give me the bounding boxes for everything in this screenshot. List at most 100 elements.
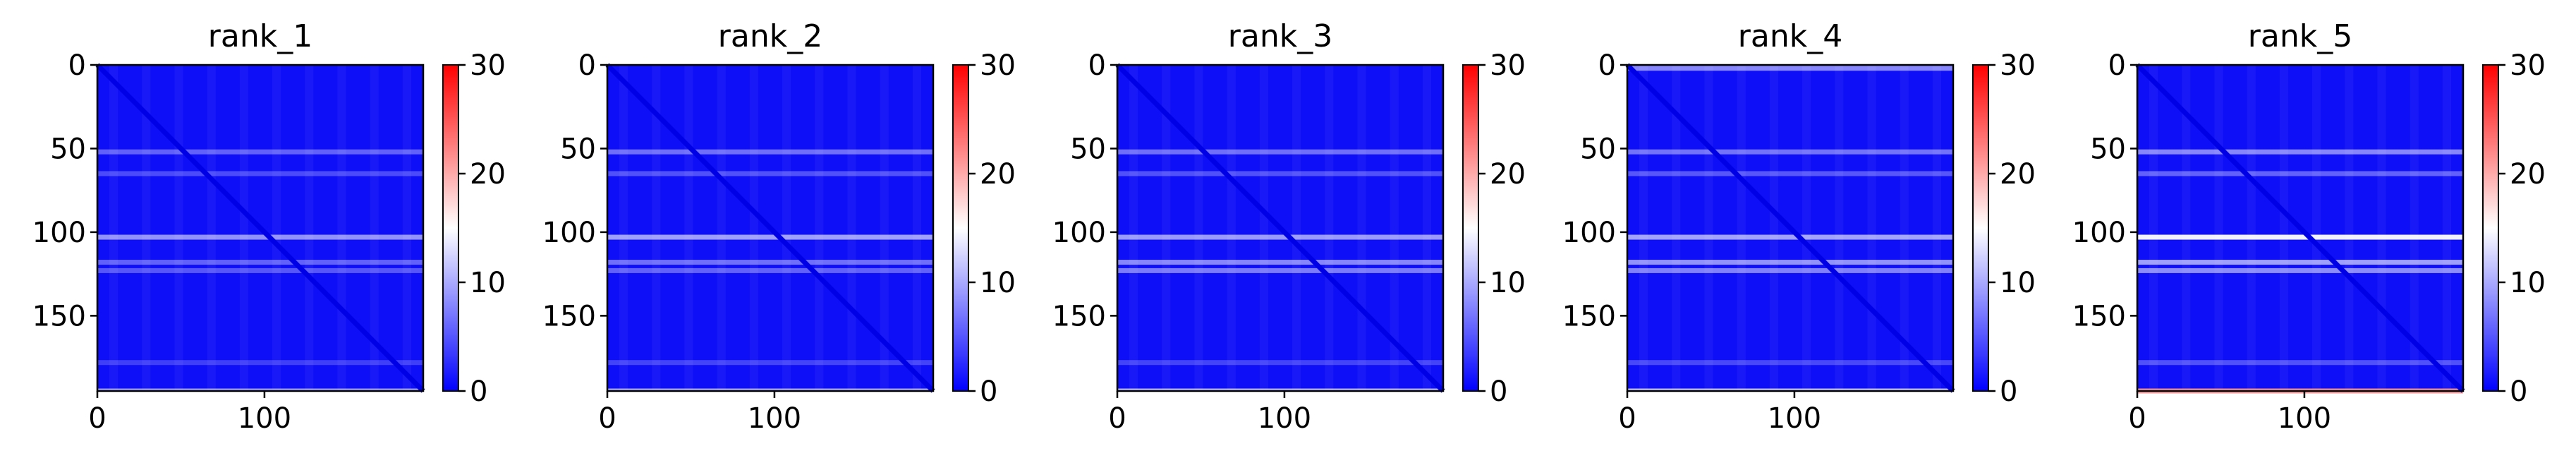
- heatmap-bright-row: [1627, 149, 1953, 155]
- heatmap-texture-column: [1357, 65, 1366, 391]
- heatmap-texture-column: [2214, 65, 2223, 391]
- heatmap-texture-column: [749, 65, 758, 391]
- x-tick-label: 0: [88, 402, 106, 435]
- heatmap-texture-column: [1672, 65, 1681, 391]
- heatmap-bright-row: [1627, 234, 1953, 240]
- colorbar-tick-label: 30: [980, 49, 1016, 82]
- y-tick-label: 100: [542, 217, 596, 249]
- heatmap-texture-column: [1835, 65, 1844, 391]
- heatmap-frame: [2136, 64, 2465, 392]
- colorbar-tick-label: 30: [2510, 49, 2546, 82]
- colorbar: [443, 65, 458, 391]
- colorbar-tick-label: 30: [2000, 49, 2036, 82]
- colorbar-tick-label: 10: [980, 267, 1016, 299]
- heatmap-texture-column: [684, 65, 693, 391]
- colorbar-tick-label: 30: [470, 49, 506, 82]
- heatmap-texture-column: [2312, 65, 2321, 391]
- heatmap-texture-column: [912, 65, 921, 391]
- heatmap-texture-column: [305, 65, 314, 391]
- colorbar-tick-label: 10: [2000, 267, 2036, 299]
- heatmap-texture-column: [1227, 65, 1236, 391]
- colorbar: [1463, 65, 1478, 391]
- heatmap-bright-row: [607, 360, 933, 366]
- heatmap-panel-4: rank_4 0 50 100 150 0 100 0 10 20 30: [1562, 18, 2036, 435]
- y-tick-label: 50: [1070, 133, 1106, 165]
- heatmap-texture-column: [815, 65, 824, 391]
- colorbar-tick-label: 20: [2000, 158, 2036, 191]
- heatmap-bright-row: [1117, 149, 1443, 155]
- colorbar-frame: [1972, 64, 1989, 392]
- colorbar-tick-label: 20: [2510, 158, 2546, 191]
- colorbar-frame: [442, 64, 459, 392]
- heatmap-texture-column: [239, 65, 248, 391]
- colorbar-tick-label: 0: [2000, 375, 2017, 408]
- heatmap-texture-column: [717, 65, 726, 391]
- colorbar-tick-label: 0: [1490, 375, 1507, 408]
- heatmap-texture-column: [1422, 65, 1431, 391]
- heatmap-bright-row: [1627, 267, 1953, 273]
- heatmap-texture-column: [142, 65, 151, 391]
- y-tick-label: 0: [578, 49, 596, 82]
- heatmap-texture-column: [337, 65, 346, 391]
- y-tick-label: 0: [68, 49, 86, 82]
- x-tick-label: 100: [238, 402, 291, 435]
- panel-title: rank_1: [208, 18, 312, 54]
- heatmap-bright-row: [1117, 234, 1443, 240]
- y-tick-label: 50: [2090, 133, 2126, 165]
- heatmap-bright-row: [97, 234, 423, 240]
- heatmap-bright-row: [1117, 260, 1443, 265]
- heatmap-texture-column: [1129, 65, 1138, 391]
- y-tick-label: 50: [50, 133, 86, 165]
- y-tick-label: 0: [1598, 49, 1616, 82]
- y-tick-label: 0: [2108, 49, 2126, 82]
- heatmap-texture-column: [1867, 65, 1876, 391]
- panel-title: rank_5: [2248, 18, 2352, 54]
- heatmap-texture-column: [1769, 65, 1778, 391]
- heatmap-texture-column: [1162, 65, 1171, 391]
- heatmap-bright-row: [607, 171, 933, 176]
- heatmap-bright-row: [607, 267, 933, 273]
- heatmap-bright-row: [97, 267, 423, 273]
- panel-title: rank_2: [718, 18, 822, 54]
- heatmap-texture-column: [880, 65, 889, 391]
- heatmap-bright-row: [1117, 267, 1443, 273]
- colorbar-tick-label: 20: [470, 158, 506, 191]
- colorbar-tick-label: 0: [2510, 375, 2527, 408]
- heatmap-panel-3: rank_3 0 50 100 150 0 100 0 10 20 30: [1052, 18, 1526, 435]
- colorbar: [953, 65, 968, 391]
- heatmap-texture-column: [1325, 65, 1334, 391]
- heatmap-texture-column: [1259, 65, 1268, 391]
- heatmap-texture-column: [619, 65, 628, 391]
- colorbar-tick-label: 20: [1490, 158, 1526, 191]
- y-tick-label: 150: [1052, 300, 1106, 332]
- heatmap-texture-column: [109, 65, 119, 391]
- heatmap-bright-row: [1627, 171, 1953, 176]
- heatmap-diagonal: [1625, 63, 1955, 393]
- heatmap-bright-row: [2137, 267, 2463, 273]
- x-tick-label: 100: [748, 402, 801, 435]
- y-tick-label: 150: [1562, 300, 1616, 332]
- colorbar: [1973, 65, 1988, 391]
- heatmap-frame: [1626, 64, 1955, 392]
- heatmap-texture-column: [1390, 65, 1399, 391]
- heatmap-texture-column: [272, 65, 281, 391]
- y-tick-label: 100: [1562, 217, 1616, 249]
- heatmap-bright-row: [2137, 171, 2463, 176]
- y-tick-label: 150: [2072, 300, 2126, 332]
- colorbar: [2483, 65, 2498, 391]
- colorbar-frame: [1462, 64, 1479, 392]
- heatmap-texture-column: [2377, 65, 2386, 391]
- heatmap-bright-row: [607, 234, 933, 240]
- heatmap-texture-column: [782, 65, 791, 391]
- heatmap-panel-1: rank_1 0 50 100 150 0 100 0 10 20 30: [32, 18, 506, 435]
- heatmap-texture-column: [1900, 65, 1909, 391]
- heatmap-diagonal: [1115, 63, 1445, 393]
- heatmap-texture-column: [2247, 65, 2256, 391]
- y-tick-label: 100: [32, 217, 86, 249]
- heatmap-bright-row: [1117, 360, 1443, 366]
- heatmap-bright-row: [607, 260, 933, 265]
- x-tick-label: 100: [1258, 402, 1311, 435]
- heatmap-bright-row: [1627, 260, 1953, 265]
- heatmap-bright-row: [1627, 360, 1953, 366]
